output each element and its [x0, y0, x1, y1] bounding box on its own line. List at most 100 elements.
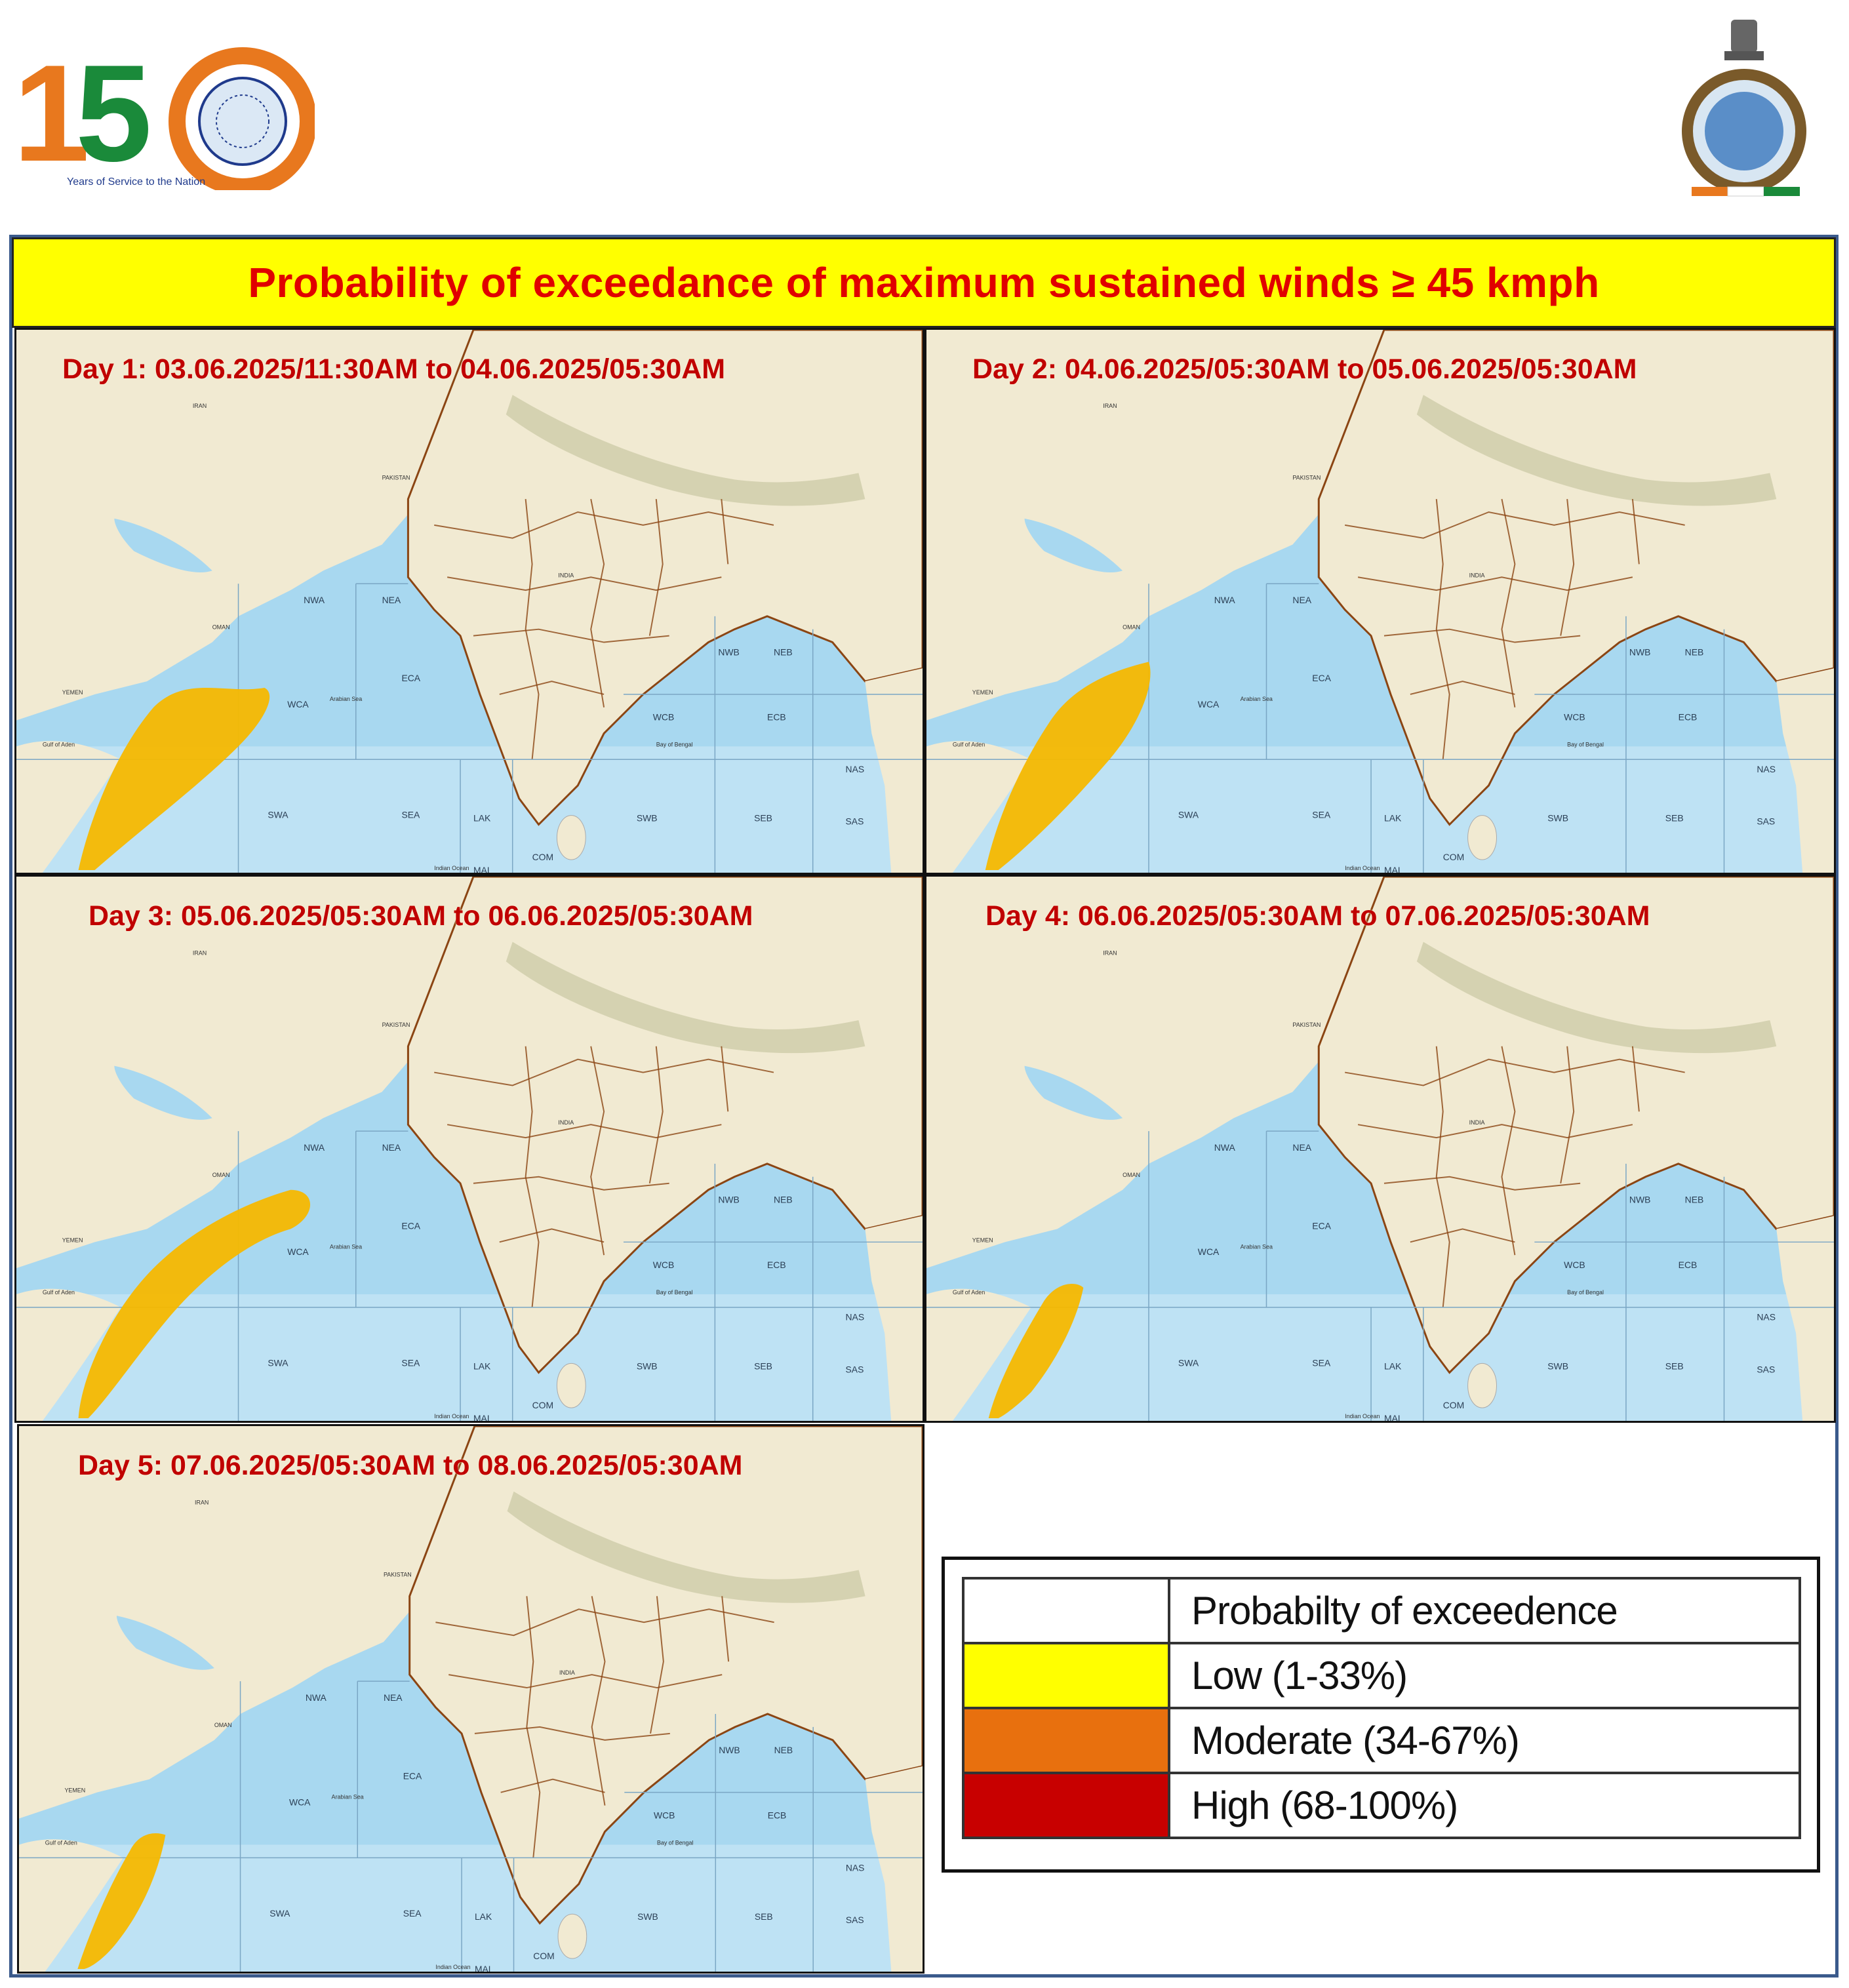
legend-table: Probabilty of exceedence Low (1-33%) Mod… [962, 1577, 1801, 1839]
place-label: YEMEN [62, 689, 83, 696]
state-boundary [500, 1778, 605, 1793]
sea-region-label: NAS [846, 764, 865, 774]
place-label: Indian Ocean [1345, 865, 1380, 871]
arabia-land [16, 877, 473, 1269]
state-boundary [1410, 1228, 1515, 1243]
day-label: Day 5: 07.06.2025/05:30AM to 08.06.2025/… [78, 1450, 743, 1481]
state-boundary [448, 1674, 723, 1689]
sea-region-label: SWA [269, 1908, 290, 1918]
forecast-map: NWA NEA ECA WCA SWA SEA LAK MAL COM NWB NEB WCB ECB S… [16, 877, 923, 1421]
sea-region-label: SWB [637, 813, 658, 824]
sea-region-label: SEB [754, 813, 772, 824]
place-label: Indian Ocean [435, 1964, 470, 1970]
day-label: Day 1: 03.06.2025/11:30AM to 04.06.2025/… [62, 353, 726, 385]
sea-region-label: MAL [1384, 865, 1403, 873]
state-boundary [1631, 499, 1640, 565]
place-label: Arabian Sea [330, 1243, 362, 1250]
africa-land [926, 1288, 1031, 1421]
sea-region-label: SAS [846, 816, 864, 827]
state-boundary [590, 498, 605, 707]
state-boundary [525, 1046, 540, 1307]
sea-region-label: MAL [473, 865, 492, 873]
probability-area-low [78, 1189, 311, 1419]
legend: Probabilty of exceedence Low (1-33%) Mod… [942, 1557, 1820, 1873]
state-boundary [474, 1726, 670, 1741]
map-panel-day2: NWA NEA ECA WCA SWA SEA LAK MAL COM NWB NEB WCB ECB S… [924, 328, 1836, 875]
forecast-map: NWA NEA ECA WCA SWA SEA LAK MAL COM NWB NEB WCB ECB S… [926, 330, 1834, 873]
sea-region-label: NEB [1685, 646, 1704, 657]
sea-region-label: SWA [1178, 1357, 1199, 1368]
sea-region-label: WCA [287, 1246, 309, 1257]
state-boundary [1631, 1046, 1640, 1112]
sea-region-label: NEA [382, 1142, 401, 1153]
state-boundary [648, 1046, 664, 1183]
legend-row: Moderate (34-67%) [962, 1707, 1801, 1774]
legend-swatch-high [962, 1772, 1170, 1839]
place-label: YEMEN [62, 1237, 83, 1243]
place-label: IRAN [193, 403, 207, 409]
sea-region-label: ECB [767, 712, 786, 723]
place-label: Gulf of Aden [953, 1289, 985, 1296]
sea-region-label: SWA [268, 810, 288, 820]
place-label: INDIA [1469, 572, 1485, 578]
place-label: OMAN [214, 1722, 232, 1728]
state-boundary [434, 1058, 774, 1086]
place-label: YEMEN [64, 1787, 85, 1794]
sea-region-label: WCB [653, 712, 675, 723]
myanmar-land [1776, 1216, 1834, 1421]
place-label: Bay of Bengal [1567, 1289, 1604, 1296]
place-label: PAKISTAN [382, 1022, 410, 1028]
place-label: IRAN [193, 949, 207, 956]
legend-label-high: High (68-100%) [1168, 1772, 1801, 1839]
state-boundary [1383, 628, 1581, 643]
sri-lanka [557, 1913, 587, 1959]
persian-gulf [114, 518, 212, 572]
imd-150-years-logo: 1 5 Years of Service to the Nation [13, 33, 317, 195]
sea-region-label: SWA [268, 1357, 288, 1368]
place-label: YEMEN [972, 1237, 993, 1243]
logo-150-icon: 1 5 Years of Service to the Nation [13, 36, 317, 195]
place-label: INDIA [1469, 1119, 1485, 1126]
state-boundary [447, 576, 722, 591]
place-label: Indian Ocean [434, 865, 469, 871]
sea-region-label: NAS [1757, 764, 1776, 774]
sea-region-label: COM [1443, 1400, 1465, 1410]
sea-region-label: NEB [1685, 1195, 1704, 1205]
forecast-map: NWA NEA ECA WCA SWA SEA LAK MAL COM NWB NEB WCB ECB S… [19, 1426, 923, 1972]
sri-lanka [1467, 815, 1497, 860]
myanmar-land [865, 668, 923, 873]
sea-region-label: NEB [774, 1745, 793, 1755]
state-boundary [1344, 511, 1685, 539]
forecast-map: NWA NEA ECA WCA SWA SEA LAK MAL COM NWB NEB WCB ECB S… [926, 877, 1834, 1421]
sea-region-label: NAS [1757, 1312, 1776, 1322]
page-title: Probability of exceedance of maximum sus… [248, 259, 1600, 306]
legend-header-row: Probabilty of exceedence [962, 1577, 1801, 1644]
arabia-land [926, 877, 1384, 1269]
africa-land [19, 1839, 123, 1972]
place-label: PAKISTAN [382, 474, 410, 481]
sea-region-label: MAL [473, 1413, 492, 1421]
legend-label-low: Low (1-33%) [1168, 1642, 1801, 1709]
state-boundary [434, 511, 774, 539]
sea-region-label: NAS [846, 1312, 865, 1322]
map-panel-day4: NWA NEA ECA WCA SWA SEA LAK MAL COM NWB NEB WCB ECB S… [924, 875, 1836, 1423]
sea-region-label: LAK [473, 813, 491, 824]
sea-region-label: ECA [403, 1771, 422, 1781]
sea-region-label: ECA [1312, 1220, 1331, 1231]
sea-region-label: SAS [1757, 1364, 1775, 1374]
legend-swatch-low [962, 1642, 1170, 1709]
state-boundary [499, 1228, 605, 1243]
sea-region-label: NWB [1629, 646, 1651, 657]
probability-area-low [78, 688, 270, 871]
place-label: INDIA [559, 1669, 575, 1676]
state-boundary [1435, 499, 1450, 760]
state-boundary [1357, 1124, 1633, 1139]
state-boundary [447, 1124, 722, 1139]
himalaya-belt [507, 1491, 865, 1603]
sea-region-label: NEA [382, 595, 401, 605]
arabia-land [19, 1426, 475, 1819]
sea-region-label: SWB [1547, 1361, 1568, 1371]
sea-region-label: WCA [289, 1797, 311, 1808]
sea-region-label: NAS [846, 1862, 865, 1873]
place-label: Gulf of Aden [953, 741, 985, 747]
